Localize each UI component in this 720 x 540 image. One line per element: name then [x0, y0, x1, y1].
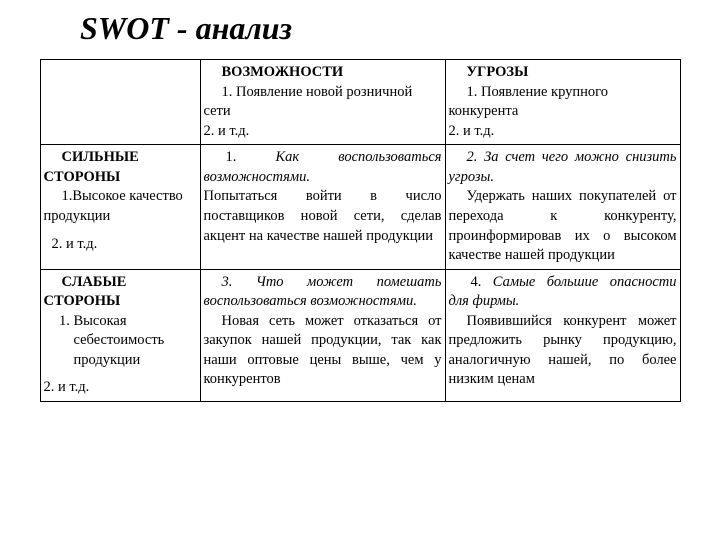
cell-heading: Как воспользоваться возможностями.: [204, 149, 442, 185]
header-opportunities: ВОЗМОЖНОСТИ 1. Появление новой розничной…: [200, 60, 445, 145]
cell-heading: Самые большие опасности для фирмы.: [449, 274, 677, 310]
cell-heading-num: 1.: [226, 149, 237, 165]
cell-weaknesses-threats: 4. Самые большие опасности для фирмы. По…: [445, 269, 680, 401]
cell-body: Появившийся конкурент может предложить р…: [449, 312, 677, 390]
empty-corner: [40, 60, 200, 145]
cell-heading-num: 4.: [471, 274, 482, 290]
side-item: 1.Высокое качество продукции: [44, 187, 197, 226]
table-row: СИЛЬНЫЕ СТОРОНЫ 1.Высокое качество проду…: [40, 145, 680, 269]
table-row: ВОЗМОЖНОСТИ 1. Появление новой розничной…: [40, 60, 680, 145]
side-item: 2. и т.д.: [44, 378, 197, 398]
header-item: 1. Появление новой розничной сети: [204, 83, 442, 122]
side-item: Высокая себестоимость продукции: [74, 312, 197, 371]
cell-strengths-threats: 2. За счет чего можно снизить угрозы. Уд…: [445, 145, 680, 269]
table-row: СЛАБЫЕ СТОРОНЫ Высокая себестоимость про…: [40, 269, 680, 401]
header-item: 2. и т.д.: [449, 122, 677, 142]
cell-body: Попытаться войти в число поставщиков нов…: [204, 187, 442, 246]
cell-heading: 2. За счет чего можно снизить угрозы.: [449, 148, 677, 187]
side-label: СЛАБЫЕ СТОРОНЫ: [44, 273, 197, 312]
side-label: СИЛЬНЫЕ СТОРОНЫ: [44, 148, 197, 187]
cell-body: Новая сеть может отказаться от закупок н…: [204, 312, 442, 390]
header-threats: УГРОЗЫ 1. Появление крупного конкурента …: [445, 60, 680, 145]
cell-body: Удержать наших покупателей от перехода к…: [449, 187, 677, 265]
side-weaknesses: СЛАБЫЕ СТОРОНЫ Высокая себестоимость про…: [40, 269, 200, 401]
cell-strengths-opportunities: 1. Как воспользоваться возможностями. По…: [200, 145, 445, 269]
side-item: 2. и т.д.: [44, 235, 197, 255]
page-title: SWOT - анализ: [80, 10, 700, 47]
swot-table: ВОЗМОЖНОСТИ 1. Появление новой розничной…: [40, 59, 681, 402]
cell-weaknesses-opportunities: 3. Что может помешать воспользоваться во…: [200, 269, 445, 401]
cell-heading: 3. Что может помешать воспользоваться во…: [204, 273, 442, 312]
header-label: ВОЗМОЖНОСТИ: [204, 63, 442, 83]
header-item: 2. и т.д.: [204, 122, 442, 142]
header-item: 1. Появление крупного конкурента: [449, 83, 677, 122]
header-label: УГРОЗЫ: [449, 63, 677, 83]
side-strengths: СИЛЬНЫЕ СТОРОНЫ 1.Высокое качество проду…: [40, 145, 200, 269]
